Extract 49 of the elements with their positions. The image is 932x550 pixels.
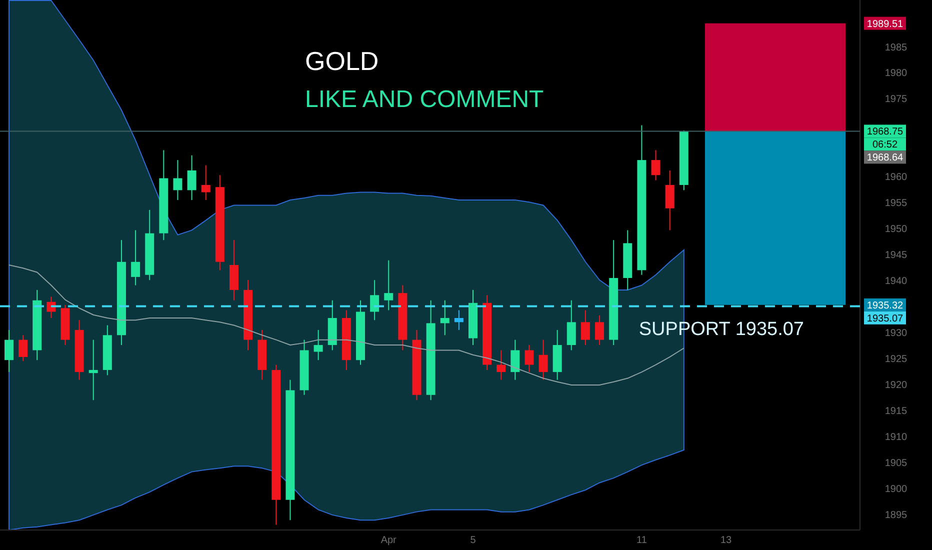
candlestick bbox=[510, 339, 520, 380]
text: GOLD bbox=[305, 46, 379, 76]
text: LIKE AND COMMENT bbox=[305, 86, 544, 113]
candlestick bbox=[88, 339, 98, 401]
y-tick-label: 1945 bbox=[884, 250, 908, 262]
y-tick-label: 1915 bbox=[884, 406, 908, 417]
y-tick-label: 1900 bbox=[884, 484, 908, 495]
x-tick-label: 5 bbox=[470, 535, 476, 546]
candlestick bbox=[496, 350, 506, 380]
x-tick-label: 13 bbox=[720, 535, 732, 546]
y-tick-label: 1895 bbox=[884, 510, 908, 521]
ref-line-label: 1968.75 bbox=[866, 126, 904, 138]
band-label: 1989.51 bbox=[866, 18, 904, 30]
y-tick-label: 1960 bbox=[884, 172, 908, 184]
candlestick bbox=[370, 280, 380, 321]
text: 1935.07 bbox=[866, 313, 904, 324]
y-tick-label: 1925 bbox=[884, 354, 908, 366]
candlestick bbox=[580, 310, 590, 346]
candlestick bbox=[440, 300, 450, 336]
candlestick bbox=[538, 339, 548, 380]
y-tick-label: 1940 bbox=[884, 276, 908, 288]
y-tick-label: 1980 bbox=[884, 68, 908, 80]
candlestick bbox=[187, 154, 196, 201]
candlestick bbox=[4, 329, 14, 373]
x-tick-label: 11 bbox=[636, 535, 648, 546]
candlestick bbox=[201, 164, 210, 201]
y-tick-label: 1955 bbox=[884, 198, 908, 210]
y-tick-label: 1950 bbox=[884, 224, 908, 236]
candlestick bbox=[595, 314, 604, 346]
candlestick bbox=[566, 300, 576, 351]
candlestick bbox=[314, 329, 323, 361]
candlestick bbox=[18, 334, 28, 362]
text: 1968.64 bbox=[866, 152, 904, 164]
candlestick bbox=[651, 150, 660, 181]
candlestick bbox=[454, 310, 464, 330]
candlestick bbox=[384, 260, 394, 311]
candlestick bbox=[665, 170, 674, 231]
candlestick bbox=[173, 160, 182, 201]
candlestick bbox=[524, 344, 534, 373]
y-tick-label: 1975 bbox=[884, 94, 908, 106]
candlestick bbox=[131, 230, 140, 286]
x-tick-label: Apr bbox=[380, 535, 398, 546]
band-label: 1935.32 bbox=[866, 300, 904, 312]
y-tick-label: 1920 bbox=[884, 380, 908, 392]
y-tick-label: 1930 bbox=[884, 328, 908, 340]
y-tick-label: 1985 bbox=[884, 42, 908, 54]
y-tick-label: 1910 bbox=[884, 432, 908, 443]
y-tick-label: 1905 bbox=[884, 458, 908, 469]
text: 06:52 bbox=[872, 140, 898, 151]
